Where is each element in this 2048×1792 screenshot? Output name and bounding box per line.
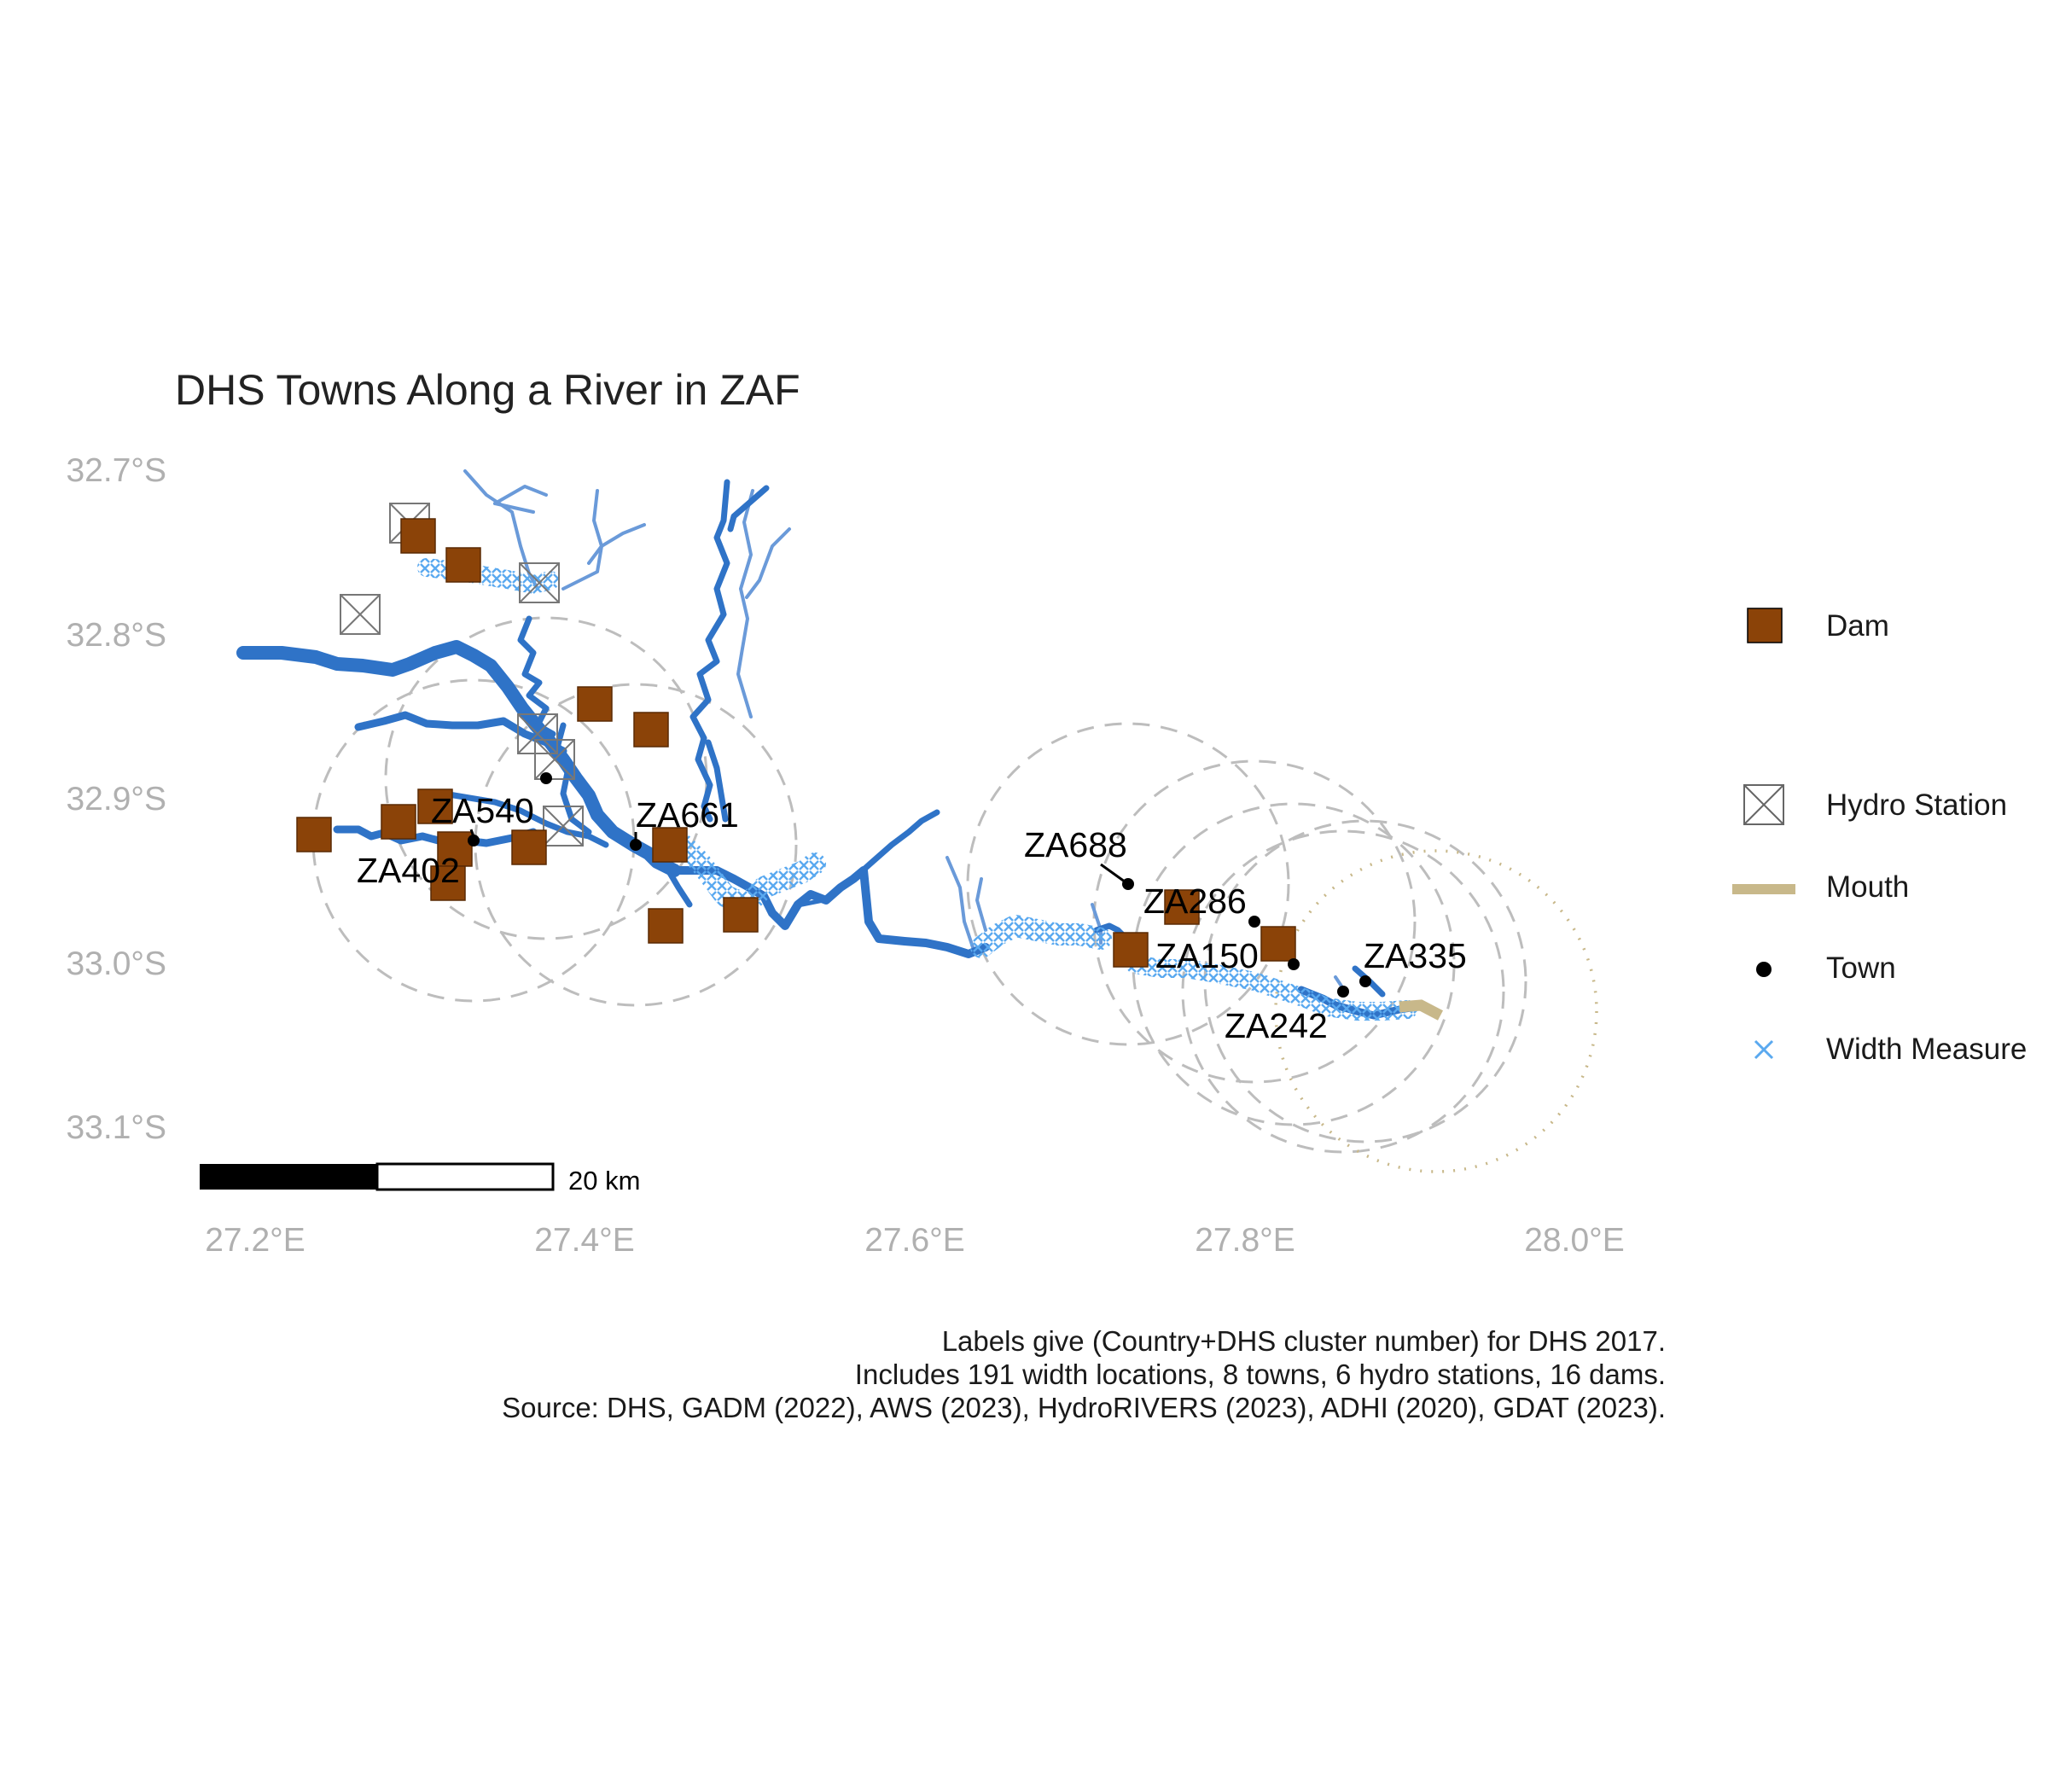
buffer-circle xyxy=(966,722,1290,1046)
dam xyxy=(511,829,547,865)
y-tick-label: 32.7°S xyxy=(66,452,166,489)
dam xyxy=(648,908,684,944)
map-caption: Labels give (Country+DHS cluster number)… xyxy=(502,1324,1666,1424)
dam xyxy=(381,804,416,840)
dam xyxy=(400,518,436,554)
dam xyxy=(1260,926,1296,962)
town-point xyxy=(1359,975,1371,987)
town-label-za661: ZA661 xyxy=(636,795,739,835)
caption-line: Source: DHS, GADM (2022), AWS (2023), Hy… xyxy=(502,1392,1666,1423)
town-point xyxy=(1288,958,1300,970)
town-point xyxy=(1248,916,1260,928)
caption-line: Labels give (Country+DHS cluster number)… xyxy=(941,1325,1666,1357)
dam xyxy=(577,686,613,722)
buffer-circle xyxy=(1181,829,1505,1154)
town-point xyxy=(468,835,480,847)
y-tick-label: 33.1°S xyxy=(66,1109,166,1146)
legend-label-width-measure: Width Measure xyxy=(1826,1033,2028,1066)
town-label-za286: ZA286 xyxy=(1143,881,1247,921)
dam xyxy=(723,897,759,933)
legend-label-mouth: Mouth xyxy=(1826,870,1910,904)
dam xyxy=(296,817,332,852)
buffer-circle xyxy=(474,683,798,1007)
scale-bar-black xyxy=(200,1164,377,1190)
town-label-za150: ZA150 xyxy=(1155,936,1259,975)
dam xyxy=(445,547,481,583)
town-label-za688: ZA688 xyxy=(1024,825,1127,864)
dam xyxy=(1113,932,1149,968)
y-tick-label: 32.8°S xyxy=(66,617,166,654)
hydro-station xyxy=(340,594,381,635)
x-tick-label: 27.8°E xyxy=(1195,1222,1295,1259)
legend-width-swatch xyxy=(1754,1039,1774,1060)
town-label-za540: ZA540 xyxy=(431,791,534,830)
town-label-za335: ZA335 xyxy=(1364,936,1467,975)
buffer-circle xyxy=(1092,759,1417,1084)
town-label-za402: ZA402 xyxy=(357,851,460,890)
x-tick-label: 28.0°E xyxy=(1524,1222,1625,1259)
legend-mouth-swatch xyxy=(1732,884,1795,894)
legend-dam-swatch xyxy=(1747,608,1783,643)
y-tick-label: 32.9°S xyxy=(66,781,166,817)
y-tick-label: 33.0°S xyxy=(66,945,166,982)
scale-bar-label: 20 km xyxy=(568,1166,641,1196)
dam xyxy=(633,712,669,748)
legend-label-hydro-station: Hydro Station xyxy=(1826,788,2008,822)
town-point xyxy=(1337,986,1349,998)
buffer-circle xyxy=(1203,819,1527,1143)
town-point xyxy=(1122,878,1134,890)
legend-town-swatch xyxy=(1756,962,1772,977)
town-point xyxy=(540,772,552,784)
buffer-circle xyxy=(1132,802,1456,1126)
scale-bar-white xyxy=(375,1162,555,1191)
mouth-buffer-circle xyxy=(1274,849,1598,1173)
town-label-za242: ZA242 xyxy=(1225,1006,1328,1045)
x-tick-label: 27.6°E xyxy=(864,1222,965,1259)
x-tick-label: 27.4°E xyxy=(534,1222,635,1259)
towns xyxy=(468,772,1371,998)
mouth-segment xyxy=(1399,999,1444,1021)
x-tick-label: 27.2°E xyxy=(205,1222,305,1259)
scale-bar xyxy=(200,1162,555,1191)
town-buffer-circles xyxy=(311,616,1527,1154)
legend-symbols xyxy=(1732,608,1795,1060)
legend-label-dam: Dam xyxy=(1826,609,1889,643)
town-point xyxy=(630,839,642,851)
map-title: DHS Towns Along a River in ZAF xyxy=(175,366,800,414)
legend-hydro-swatch xyxy=(1743,784,1784,825)
legend-label-town: Town xyxy=(1826,951,1896,985)
caption-line: Includes 191 width locations, 8 towns, 6… xyxy=(854,1359,1666,1390)
